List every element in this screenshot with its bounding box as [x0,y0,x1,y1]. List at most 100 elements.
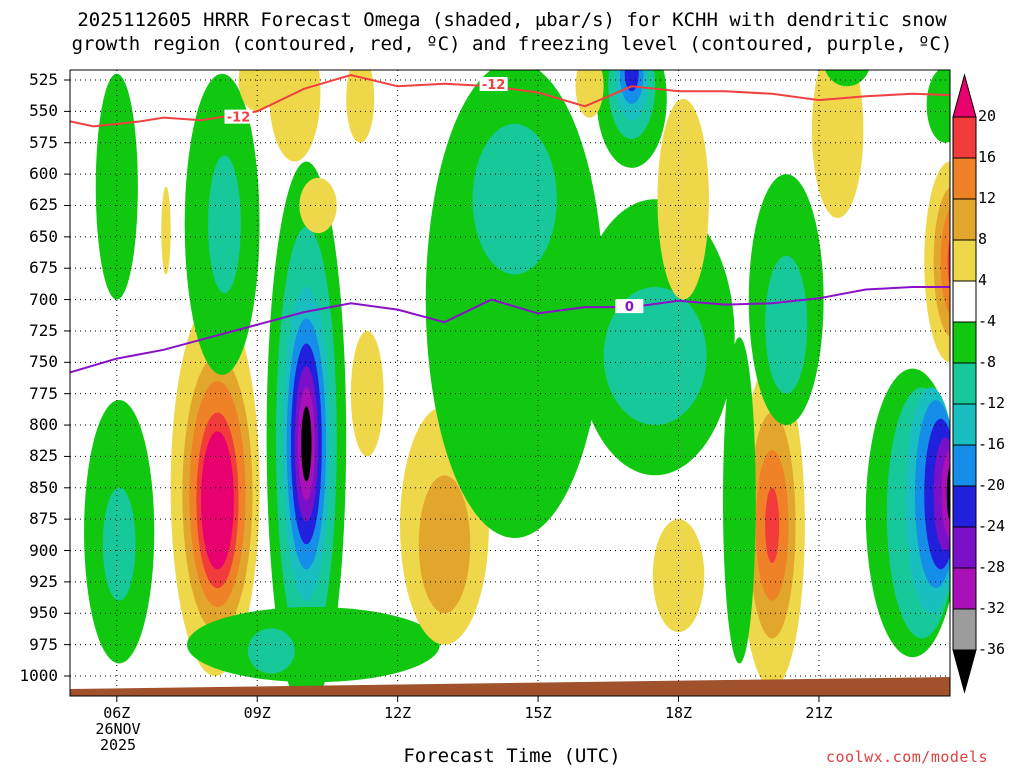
omega-cell-23 [299,177,337,234]
y-tick-label: 575 [29,132,58,152]
colorbar-band-5 [952,280,977,323]
date-label: 26NOV 2025 [88,721,148,753]
colorbar-band-top [952,73,977,118]
colorbar-band-13 [952,608,977,651]
x-tick-label: 21Z [805,704,833,722]
colorbar-band-11 [952,526,977,569]
y-tick-label: 1000 [19,666,58,685]
colorbar-tick-label: -16 [978,435,1006,453]
red-contour-a-label: -12 [227,111,251,126]
y-tick-label: 825 [29,446,58,466]
terrain [70,677,950,696]
date-label-day: 26NOV [95,720,141,738]
omega-cell-62 [825,70,869,87]
colorbar-band-4 [952,239,977,282]
y-tick-label: 525 [29,70,58,89]
colorbar-band-8 [952,403,977,446]
chart-title: 2025112605 HRRR Forecast Omega (shaded, … [0,8,1024,56]
omega-cell-37 [657,98,709,300]
omega-cell-24 [161,186,171,275]
x-tick-label: 12Z [384,704,412,722]
colorbar-band-2 [952,157,977,200]
omega-cell-19 [247,628,295,674]
purple-contour-label: 0 [625,300,634,315]
omega-cell-21 [346,70,375,143]
colorbar-band-1 [952,116,977,159]
omega-cell-17 [301,406,312,482]
colorbar-tick-label: -8 [978,353,997,371]
temperature-contours: -12 -12 0 [70,73,950,374]
credit-link[interactable]: coolwx.com/models [826,748,989,766]
colorbar-tick-label: -12 [978,394,1006,412]
colorbar-band-10 [952,485,977,528]
omega-cell-59 [947,237,950,287]
colorbar-band-7 [952,362,977,405]
y-tick-label: 625 [29,195,58,215]
omega-cell-47 [765,255,808,394]
red-contour-b-label: -12 [482,78,506,93]
omega-cell-54 [941,450,950,538]
omega-cell-28 [425,70,604,538]
y-tick-label: 925 [29,571,58,591]
colorbar-tick-label: 16 [978,148,997,166]
colorbar-tick-label: -20 [978,476,1006,494]
y-tick-label: 700 [29,289,58,309]
omega-cell-29 [472,123,557,275]
omega-cell-7 [201,431,234,570]
omega-cell-31 [603,287,707,426]
x-tick-label: 06Z [103,704,131,722]
colorbar [952,73,977,694]
y-tick-label: 850 [29,477,58,497]
y-tick-label: 900 [29,540,58,560]
y-tick-label: 650 [29,226,58,246]
grid [64,70,950,702]
colorbar-band-bottom [952,649,977,694]
red-contour-a-label-bg [224,109,253,124]
purple-contour-label-bg [615,299,644,314]
omega-cell-39 [575,70,604,118]
omega-cell-45 [722,337,756,664]
y-tick-label: 675 [29,258,58,278]
colorbar-tick-label: -36 [978,640,1006,658]
plot-frame [69,69,951,697]
colorbar-tick-label: -24 [978,517,1006,535]
y-tick-label: 975 [29,634,58,654]
colorbar-tick-label: -28 [978,558,1006,576]
colorbar-tick-label: -32 [978,599,1006,617]
omega-cell-18 [187,606,440,683]
colorbar-tick-label: 8 [978,230,988,248]
colorbar-tick-label: 4 [978,271,988,289]
title-line-2: growth region (contoured, red, ºC) and f… [71,33,953,55]
colorbar-band-3 [952,198,977,241]
y-tick-label: 725 [29,320,58,340]
omega-cell-2 [102,487,136,601]
omega-cell-61 [926,70,950,143]
x-axis-label: Forecast Time (UTC) [403,745,621,767]
date-label-year: 2025 [99,736,137,754]
red-contour-b-label-bg [479,77,508,92]
title-line-1: 2025112605 HRRR Forecast Omega (shaded, … [77,9,947,31]
omega-cell-44 [765,487,780,564]
omega-shading [84,70,950,696]
omega-cell-58 [940,208,950,316]
y-tick-label: 875 [29,509,58,529]
y-tick-label: 550 [29,101,58,121]
colorbar-tick-label: 12 [978,189,997,207]
colorbar-tick-label: -4 [978,312,997,330]
omega-cell-27 [418,475,471,614]
omega-cell-0 [95,73,138,300]
y-tick-label: 750 [29,352,58,372]
x-tick-label: 15Z [524,704,552,722]
y-tick-label: 600 [29,164,58,184]
purple-contour-line [70,286,950,374]
omega-cell-9 [208,155,241,294]
x-tick-label: 09Z [243,704,271,722]
colorbar-band-6 [952,321,977,364]
colorbar-tick-label: 20 [978,107,997,125]
y-tick-label: 950 [29,603,58,623]
y-tick-label: 775 [29,383,58,403]
omega-cell-40 [811,70,864,218]
x-tick-label: 18Z [664,704,693,722]
y-tick-label: 800 [29,415,58,435]
